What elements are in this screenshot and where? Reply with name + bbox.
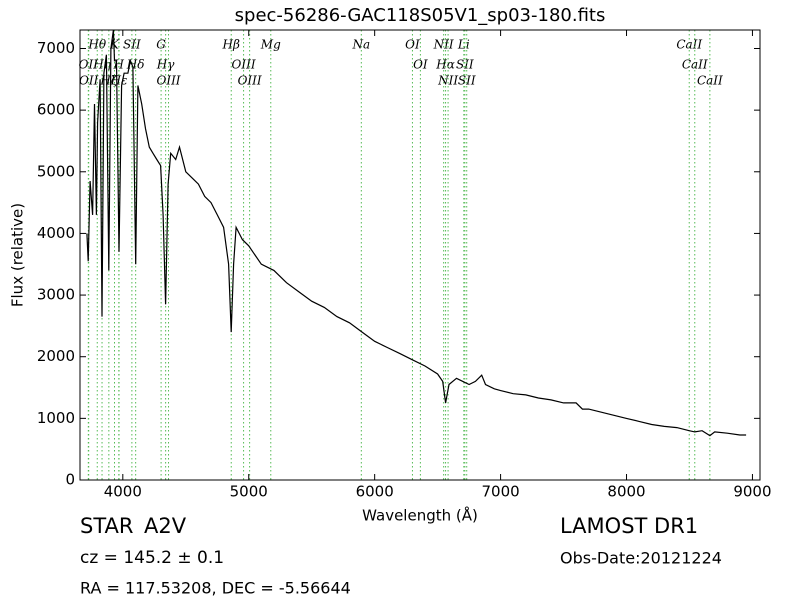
spectral-line-label: CaII [676,38,702,52]
x-tick-label: 4000 [104,483,142,501]
spectral-line-label: SII [123,38,141,52]
chart-title: spec-56286-GAC118S05V1_sp03-180.fits [235,5,606,26]
spectral-line-label: OIII [156,74,180,88]
redshift: cz = 145.2 ± 0.1 [80,548,224,568]
spectral-line-label: Hε [110,74,128,88]
spectral-line-label: Li [457,38,470,52]
survey: LAMOST DR1 [560,514,698,538]
spectral-line-label: OII [79,74,99,88]
spectral-line-label: NII [433,38,454,52]
spectral-line-label: SII [456,58,474,72]
spectral-line-label: OI [405,38,420,52]
spectral-line-label: Hβ [222,38,240,52]
subclass: A2V [144,514,187,538]
y-tick-label: 1000 [37,409,75,427]
spectral-line-label: OIII [232,58,256,72]
spectral-line-label: K [109,38,120,52]
x-tick-label: 8000 [607,483,645,501]
spectral-line-label: CaII [697,74,723,88]
spectral-line-label: OII [79,58,99,72]
x-tick-label: 6000 [356,483,394,501]
spectral-line-label: Hγ [156,58,175,72]
y-tick-label: 4000 [37,224,75,242]
x-axis-label: Wavelength (Å) [362,506,478,525]
y-tick-label: 7000 [37,39,75,57]
y-tick-label: 3000 [37,286,75,304]
spectral-line-label: CaII [682,58,708,72]
y-tick-label: 0 [65,471,75,489]
spectral-line-label: Na [351,38,370,52]
spectral-line-label: OIII [238,74,262,88]
object-class: STAR [80,514,133,538]
y-axis-label: Flux (relative) [9,203,27,307]
spectral-line-label: Hη [92,58,111,72]
y-tick-label: 6000 [37,101,75,119]
spectral-line-label: SII [458,74,476,88]
spectral-line-label: G [156,38,166,52]
spectral-line-label: NII [437,74,458,88]
plot-frame [79,29,761,481]
x-tick-label: 7000 [481,483,519,501]
x-tick-label: 9000 [733,483,771,501]
spectral-line-label: Hα [435,58,455,72]
spectral-line-label: OI [413,58,428,72]
y-tick-label: 5000 [37,162,75,180]
obs-date: Obs-Date:20121224 [560,549,722,568]
spectral-line-label: Hθ [87,38,106,52]
spectrum-line [86,29,747,437]
coordinates: RA = 117.53208, DEC = -5.56644 [80,579,351,598]
y-tick-label: 2000 [37,347,75,365]
x-tick-label: 5000 [230,483,268,501]
spectral-line-label: Mg [260,38,281,52]
